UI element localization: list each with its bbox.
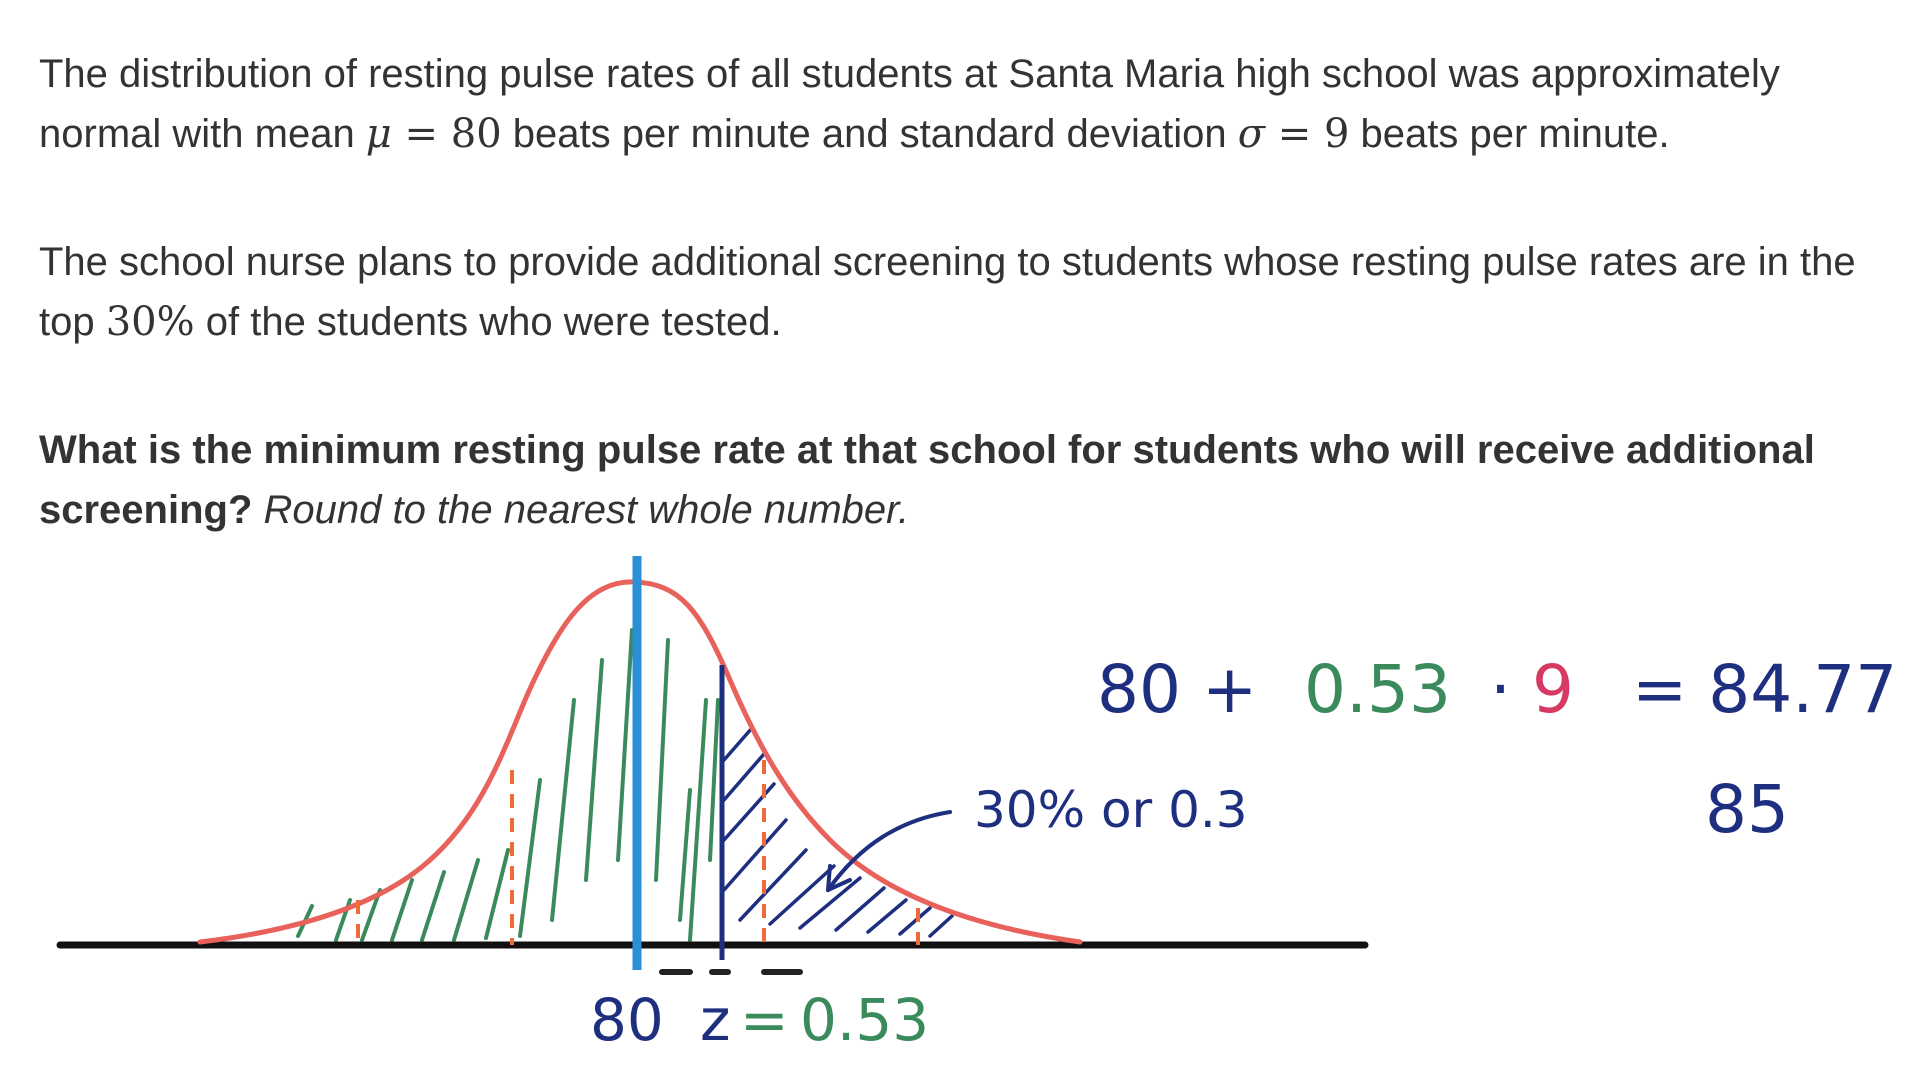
problem-statement: The distribution of resting pulse rates … — [39, 44, 1899, 540]
calc-mean-plus: 80 + — [1097, 651, 1257, 728]
sd-value: 9 — [1323, 111, 1350, 157]
calc-z-score: 0.53 — [1304, 651, 1451, 728]
mean-math: μ = 80 — [366, 111, 502, 157]
equals-sign: = — [1265, 111, 1324, 157]
sigma-symbol: σ — [1237, 111, 1266, 157]
mu-symbol: μ — [365, 111, 392, 157]
right-tail-hatching — [722, 726, 954, 938]
question-text: What is the minimum resting pulse rate a… — [39, 428, 1815, 532]
z-equals: = — [740, 986, 789, 1054]
arrow-icon — [826, 810, 952, 892]
problem-question: What is the minimum resting pulse rate a… — [39, 420, 1899, 540]
problem-paragraph-screening: The school nurse plans to provide additi… — [39, 232, 1899, 352]
percent-value: 30% — [105, 299, 195, 345]
paragraph-text: beats per minute. — [1349, 112, 1670, 156]
sd-dashed-marks — [356, 760, 920, 945]
paragraph-text: The school nurse plans to provide additi… — [39, 240, 1856, 344]
area-label: 30% or 0.3 — [974, 781, 1248, 839]
paragraph-text: beats per minute and standard deviation — [501, 112, 1238, 156]
sd-math: σ = 9 — [1238, 111, 1350, 157]
equals-sign: = — [391, 111, 451, 157]
problem-paragraph-distribution: The distribution of resting pulse rates … — [39, 44, 1899, 164]
calc-sigma: 9 — [1532, 651, 1574, 728]
z-axis-label: z — [700, 986, 730, 1054]
paragraph-text: of the students who were tested. — [194, 300, 782, 344]
mean-axis-label: 80 — [590, 986, 664, 1054]
z-value: 0.53 — [800, 986, 929, 1054]
mean-value: 80 — [450, 111, 502, 157]
calc-dot: · — [1490, 651, 1511, 728]
paragraph-text: The distribution of resting pulse rates … — [39, 52, 1780, 156]
rounded-answer: 85 — [1705, 771, 1789, 848]
calc-result: = 84.77 — [1632, 651, 1897, 728]
left-area-hatching — [296, 628, 720, 942]
rounding-instruction: Round to the nearest whole number. — [263, 488, 910, 532]
